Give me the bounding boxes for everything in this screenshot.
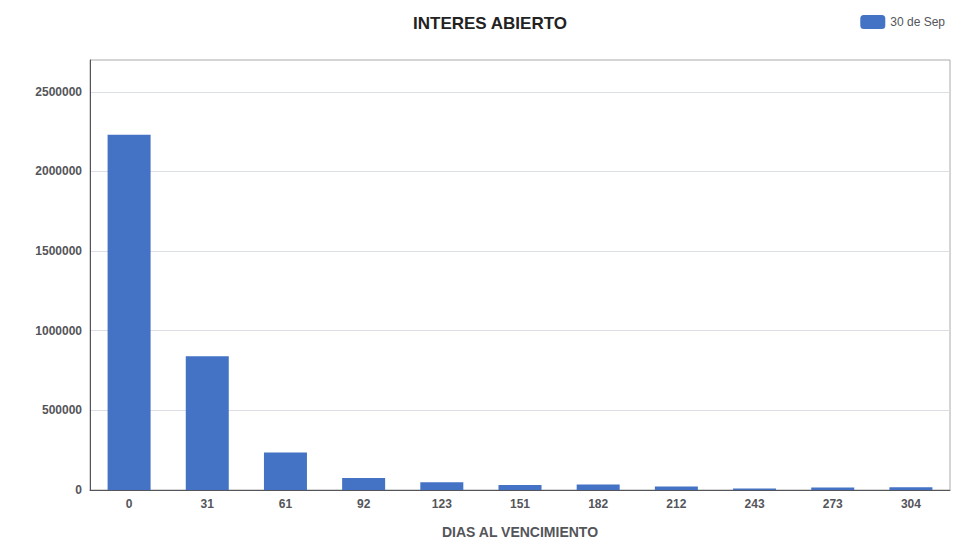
svg-text:273: 273 xyxy=(823,497,843,511)
svg-text:182: 182 xyxy=(588,497,608,511)
svg-text:1500000: 1500000 xyxy=(35,244,82,258)
svg-text:DIAS AL VENCIMIENTO: DIAS AL VENCIMIENTO xyxy=(442,524,598,540)
svg-text:500000: 500000 xyxy=(42,403,82,417)
svg-text:2000000: 2000000 xyxy=(35,164,82,178)
svg-text:151: 151 xyxy=(510,497,530,511)
svg-text:0: 0 xyxy=(126,497,133,511)
svg-text:30 de Sep: 30 de Sep xyxy=(890,15,945,29)
svg-text:0: 0 xyxy=(75,483,82,497)
svg-text:INTERES ABIERTO: INTERES ABIERTO xyxy=(413,14,567,33)
svg-text:61: 61 xyxy=(279,497,293,511)
svg-text:304: 304 xyxy=(901,497,921,511)
svg-text:123: 123 xyxy=(432,497,452,511)
svg-text:2500000: 2500000 xyxy=(35,85,82,99)
svg-text:1000000: 1000000 xyxy=(35,324,82,338)
svg-text:212: 212 xyxy=(666,497,686,511)
svg-text:243: 243 xyxy=(745,497,765,511)
svg-text:31: 31 xyxy=(201,497,215,511)
svg-text:92: 92 xyxy=(357,497,371,511)
